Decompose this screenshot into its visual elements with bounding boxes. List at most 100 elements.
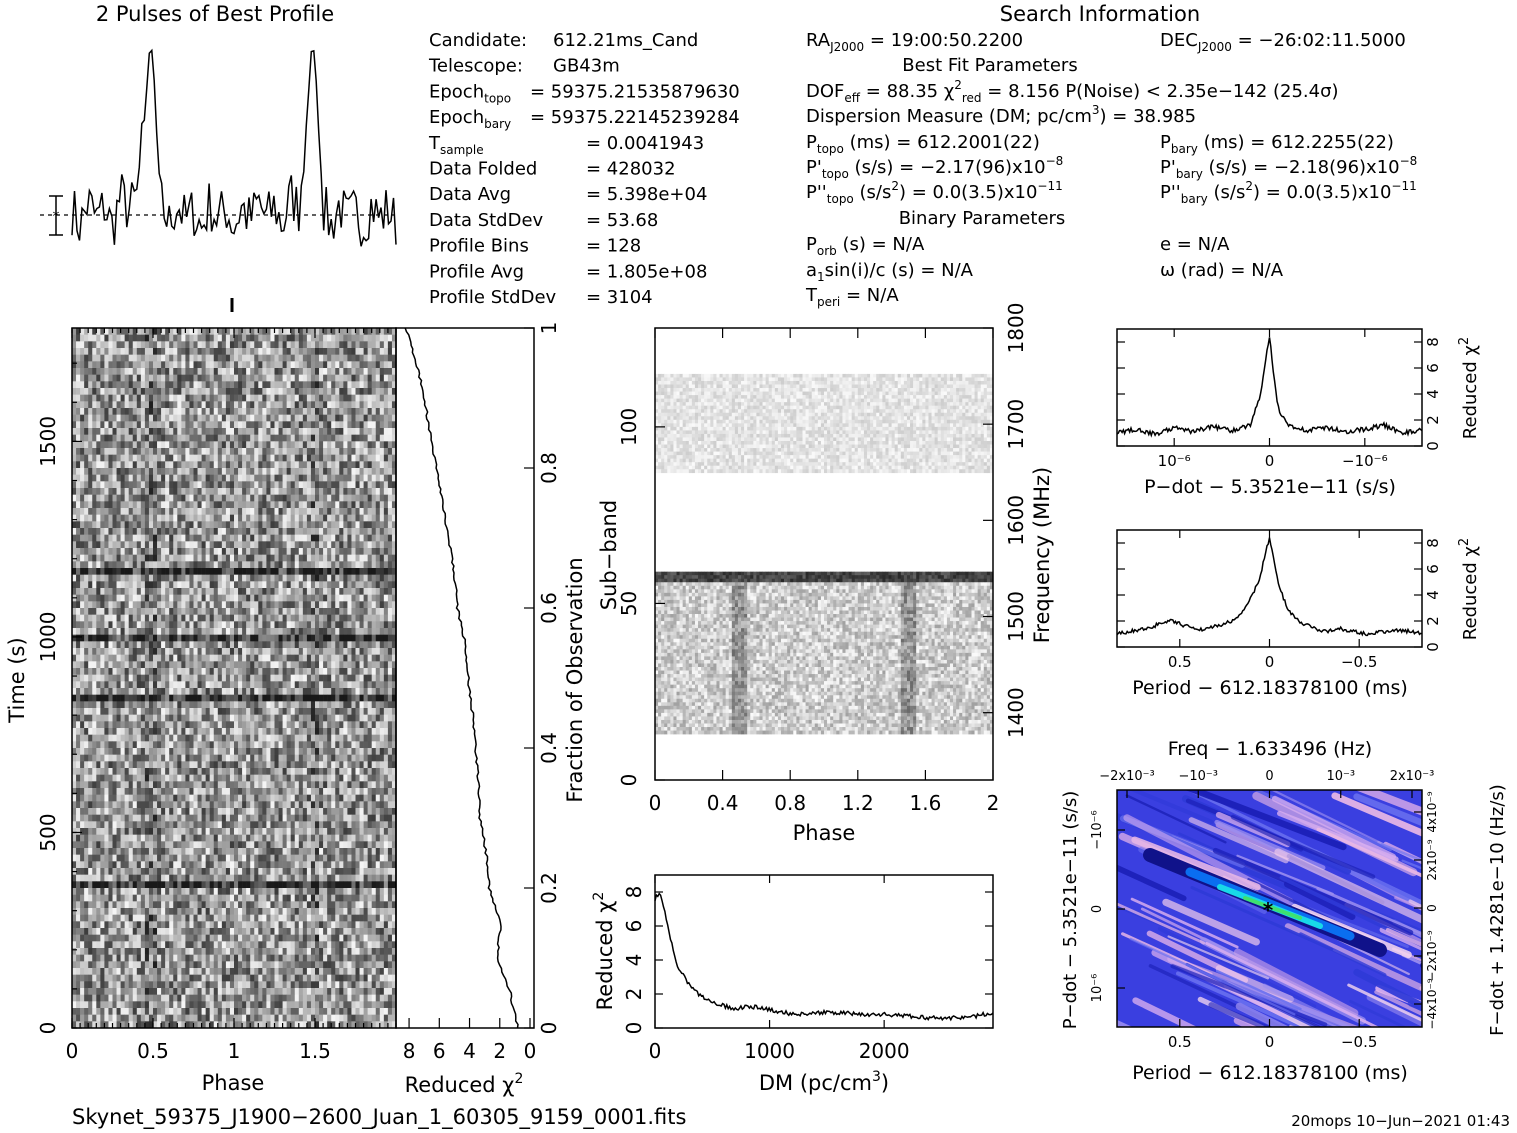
period-pdot-ytick: 0 bbox=[1090, 905, 1105, 913]
freq-xtick: 10⁻³ bbox=[1326, 769, 1355, 784]
time-chi2-ytick: 0 bbox=[537, 1022, 561, 1035]
pdot-chi2-plot: 0 2 4 6 8 10⁻⁶ 0 −10⁻⁶ P−dot − 5.3521e−11 (s/s)… bbox=[1116, 328, 1481, 498]
pdot-xtick: 10⁻⁶ bbox=[1158, 452, 1191, 470]
period-xtick: 0.5 bbox=[1168, 653, 1192, 671]
period-pdot-xtick: −0.5 bbox=[1341, 1033, 1377, 1051]
dof-text: DOFeff = 88.35 χ2red = 8.156 P(Noise) < … bbox=[806, 78, 1339, 105]
frequency-ytick: 1500 bbox=[1004, 591, 1028, 642]
info-label: Candidate: bbox=[429, 30, 527, 51]
subband-ytick: 100 bbox=[617, 408, 641, 446]
time-chi2-xtick: 0 bbox=[524, 1039, 537, 1063]
fdot-ytick: 0 bbox=[1425, 904, 1439, 912]
info-left-block: Candidate: 612.21ms_Cand Telescope: GB43m Ep… bbox=[428, 30, 740, 308]
time-chi2-ytick: 0.2 bbox=[537, 872, 561, 904]
dm-xtick: 0 bbox=[649, 1039, 662, 1063]
period-pdot-ytick: 10⁻⁶ bbox=[1090, 974, 1105, 1003]
pdot-ytick: 8 bbox=[1424, 337, 1442, 347]
binary-title: Binary Parameters bbox=[899, 208, 1066, 229]
time-phase-plot: 0 0.5 1 1.5 0 500 1000 1500 Phase Time (s) bbox=[5, 327, 397, 1095]
time-chi2-xtick: 2 bbox=[493, 1039, 506, 1063]
info-value: GB43m bbox=[553, 56, 620, 77]
pdot-ytick: 0 bbox=[1424, 441, 1442, 451]
time-chi2-ytick: 0.8 bbox=[537, 452, 561, 484]
a1-text: a1sin(i)/c (s) = N/A bbox=[806, 260, 974, 284]
dec-text: DECJ2000 = −26:02:11.5000 bbox=[1160, 30, 1406, 54]
profile-errorbar: * bbox=[49, 195, 63, 236]
period-ytick: 8 bbox=[1424, 538, 1442, 548]
time-phase-xtick: 1.5 bbox=[299, 1039, 331, 1063]
pdot-ytick: 6 bbox=[1424, 363, 1442, 373]
best-fit-marker: * bbox=[1263, 898, 1274, 922]
period-ytick: 0 bbox=[1424, 642, 1442, 652]
info-label: Profile Bins bbox=[429, 236, 529, 257]
info-value: = 0.0041943 bbox=[586, 133, 704, 154]
dm-xlabel: DM (pc/cm3) bbox=[759, 1069, 889, 1095]
period-pdot-xtick: 0.5 bbox=[1168, 1033, 1192, 1051]
p-topo-text: Ptopo (ms) = 612.2001(22) bbox=[806, 132, 1040, 156]
profile-line bbox=[71, 48, 397, 247]
time-chi2-line bbox=[404, 327, 519, 1029]
info-label: Telescope: bbox=[428, 56, 523, 77]
pdot-ylabel: Reduced χ2 bbox=[1457, 337, 1481, 439]
time-chi2-xtick: 8 bbox=[403, 1039, 416, 1063]
period-pdot-ylabel: P−dot − 5.3521e−11 (s/s) bbox=[1060, 791, 1081, 1030]
tperi-text: Tperi = N/A bbox=[805, 285, 899, 309]
time-phase-xtick: 0.5 bbox=[137, 1039, 169, 1063]
time-phase-xtick: 0 bbox=[66, 1039, 79, 1063]
time-chi2-ytick: 0.6 bbox=[537, 592, 561, 624]
subband-ylabel: Sub−band bbox=[597, 500, 621, 610]
svg-text:*: * bbox=[53, 209, 60, 225]
subband-xtick: 0.4 bbox=[707, 791, 739, 815]
period-chi2-line bbox=[1116, 537, 1423, 637]
subband-xtick: 0.8 bbox=[774, 791, 806, 815]
omega-text: ω (rad) = N/A bbox=[1160, 260, 1284, 281]
freq-xtick: 2x10⁻³ bbox=[1390, 769, 1435, 784]
pdot-chi2-line bbox=[1116, 337, 1423, 438]
p-bary-text: Pbary (ms) = 612.2255(22) bbox=[1160, 132, 1394, 156]
info-label: Data Avg bbox=[429, 184, 511, 205]
subband-ytick: 0 bbox=[617, 774, 641, 787]
dm-ytick: 2 bbox=[622, 988, 646, 1001]
period-chi2-plot: 0 2 4 6 8 0.5 0 −0.5 Period − 612.18378100 (ms)… bbox=[1116, 529, 1481, 699]
pdd-topo-text: P''topo (s/s2) = 0.0(3.5)x10−11 bbox=[806, 179, 1063, 206]
period-pdot-ytick: −10⁻⁶ bbox=[1090, 810, 1105, 850]
info-value: = 59375.22145239284 bbox=[530, 107, 740, 128]
fdot-ytick: −2x10⁻⁹ bbox=[1425, 930, 1439, 981]
pdot-ytick: 4 bbox=[1424, 389, 1442, 399]
time-chi2-xtick: 6 bbox=[433, 1039, 446, 1063]
info-value: = 128 bbox=[586, 236, 641, 257]
time-chi2-ylabel: Fraction of Observation bbox=[563, 557, 587, 802]
profile-title: 2 Pulses of Best Profile bbox=[96, 2, 334, 26]
info-label: Epochtopo bbox=[429, 81, 511, 105]
time-phase-ylabel: Time (s) bbox=[5, 637, 29, 723]
period-ytick: 6 bbox=[1424, 564, 1442, 574]
subband-xtick: 1.6 bbox=[909, 791, 941, 815]
pd-bary-text: P'bary (s/s) = −2.18(96)x10−8 bbox=[1160, 154, 1417, 181]
subband-xtick: 0 bbox=[649, 791, 662, 815]
frequency-ytick: 1400 bbox=[1004, 687, 1028, 738]
info-label: Profile StdDev bbox=[429, 287, 557, 308]
period-xtick: −0.5 bbox=[1341, 653, 1377, 671]
search-title: Search Information bbox=[1000, 2, 1200, 26]
dm-xtick: 2000 bbox=[859, 1039, 910, 1063]
info-label: Data StdDev bbox=[429, 210, 544, 231]
frequency-ytick: 1600 bbox=[1004, 495, 1028, 546]
time-chi2-xlabel: Reduced χ2 bbox=[405, 1071, 524, 1097]
time-phase-ytick: 1000 bbox=[36, 611, 60, 662]
period-ylabel: Reduced χ2 bbox=[1457, 538, 1481, 640]
time-chi2-ytick: 0.4 bbox=[537, 732, 561, 764]
subband-xtick: 1.2 bbox=[842, 791, 874, 815]
fdot-ytick: 4x10⁻⁹ bbox=[1425, 791, 1439, 832]
dm-ytick: 8 bbox=[622, 886, 646, 899]
info-value: = 1.805e+08 bbox=[586, 261, 707, 282]
info-value: = 5.398e+04 bbox=[586, 184, 707, 205]
timestamp: 20mops 10−Jun−2021 01:43 bbox=[1291, 1112, 1510, 1130]
info-value: = 428032 bbox=[586, 159, 676, 180]
info-label: Data Folded bbox=[429, 159, 537, 180]
freq-title: Freq − 1.633496 (Hz) bbox=[1168, 738, 1372, 760]
file-name: Skynet_59375_J1900−2600_Juan_1_60305_915… bbox=[72, 1105, 686, 1130]
freq-xtick: −10⁻³ bbox=[1178, 769, 1218, 784]
ra-text: RAJ2000 = 19:00:50.2200 bbox=[806, 30, 1023, 54]
dm-text: Dispersion Measure (DM; pc/cm3) = 38.985 bbox=[806, 103, 1196, 127]
